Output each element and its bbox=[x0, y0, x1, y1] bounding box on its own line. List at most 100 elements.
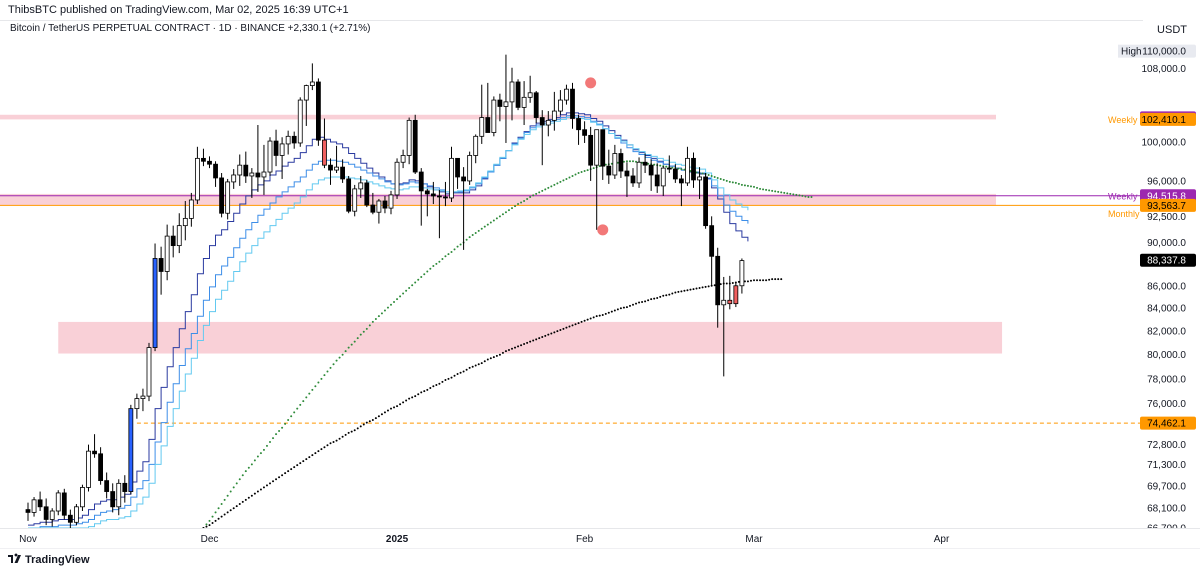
candle[interactable] bbox=[376, 200, 382, 213]
candle[interactable] bbox=[424, 190, 430, 195]
candle[interactable] bbox=[539, 117, 545, 126]
candle[interactable] bbox=[116, 482, 122, 508]
candle[interactable] bbox=[636, 161, 642, 184]
candle[interactable] bbox=[406, 119, 412, 156]
candle[interactable] bbox=[642, 161, 648, 166]
candle[interactable] bbox=[709, 225, 715, 257]
candle[interactable] bbox=[467, 155, 473, 182]
candle[interactable] bbox=[303, 85, 309, 101]
candle[interactable] bbox=[92, 450, 97, 455]
candle[interactable] bbox=[497, 99, 503, 107]
candle[interactable] bbox=[606, 165, 612, 176]
candle[interactable] bbox=[666, 167, 672, 170]
candle[interactable] bbox=[55, 492, 61, 512]
candle[interactable] bbox=[594, 129, 600, 166]
candle[interactable] bbox=[449, 157, 454, 199]
candle[interactable] bbox=[110, 491, 116, 508]
candle[interactable] bbox=[243, 164, 249, 177]
candle[interactable] bbox=[322, 139, 327, 166]
candle[interactable] bbox=[515, 81, 521, 108]
candle[interactable] bbox=[648, 164, 654, 176]
candle[interactable] bbox=[588, 134, 594, 166]
candle[interactable] bbox=[551, 110, 557, 121]
candle[interactable] bbox=[436, 195, 442, 198]
candle[interactable] bbox=[249, 172, 255, 177]
candle[interactable] bbox=[134, 398, 140, 410]
candle[interactable] bbox=[255, 172, 261, 178]
candle[interactable] bbox=[334, 166, 339, 171]
candle[interactable] bbox=[509, 81, 515, 103]
candle[interactable] bbox=[455, 157, 460, 178]
candle[interactable] bbox=[49, 510, 55, 520]
candle[interactable] bbox=[231, 174, 237, 183]
candle[interactable] bbox=[388, 194, 394, 209]
currency-label[interactable]: USDT bbox=[1157, 24, 1187, 36]
candle[interactable] bbox=[570, 88, 575, 119]
candle[interactable] bbox=[558, 99, 563, 112]
candle[interactable] bbox=[128, 408, 134, 492]
candle[interactable] bbox=[400, 155, 406, 163]
candle[interactable] bbox=[739, 260, 745, 287]
candle[interactable] bbox=[273, 140, 279, 156]
candle[interactable] bbox=[491, 99, 497, 133]
price-tag-6[interactable] bbox=[1140, 416, 1196, 430]
candle[interactable] bbox=[394, 161, 400, 196]
candle[interactable] bbox=[703, 176, 708, 227]
candle[interactable] bbox=[691, 157, 696, 181]
candle[interactable] bbox=[727, 299, 733, 305]
candle[interactable] bbox=[267, 140, 273, 173]
candle[interactable] bbox=[194, 157, 200, 201]
candle[interactable] bbox=[503, 101, 509, 107]
candle[interactable] bbox=[370, 204, 376, 213]
candle[interactable] bbox=[67, 514, 73, 523]
price-tag-0[interactable] bbox=[1140, 44, 1196, 58]
candle[interactable] bbox=[364, 182, 370, 206]
candle[interactable] bbox=[152, 258, 158, 348]
ema-dots-4[interactable] bbox=[202, 278, 783, 528]
candle[interactable] bbox=[624, 170, 630, 177]
candle[interactable] bbox=[473, 135, 479, 156]
candle[interactable] bbox=[104, 480, 110, 492]
candle[interactable] bbox=[98, 453, 103, 482]
candle[interactable] bbox=[733, 285, 739, 305]
candle[interactable] bbox=[576, 118, 581, 131]
candle[interactable] bbox=[328, 164, 333, 171]
candle[interactable] bbox=[443, 196, 448, 199]
candle[interactable] bbox=[382, 200, 388, 209]
price-tag-2[interactable] bbox=[1140, 112, 1196, 126]
candle[interactable] bbox=[158, 258, 164, 272]
candle[interactable] bbox=[225, 181, 231, 214]
candle[interactable] bbox=[618, 153, 624, 172]
candle[interactable] bbox=[679, 178, 684, 184]
candle[interactable] bbox=[600, 129, 606, 167]
candle[interactable] bbox=[346, 178, 352, 212]
candle[interactable] bbox=[533, 92, 539, 118]
candle[interactable] bbox=[309, 81, 315, 86]
candle[interactable] bbox=[527, 92, 533, 98]
zone-1[interactable] bbox=[0, 193, 996, 206]
candle[interactable] bbox=[285, 135, 291, 145]
ma-line-1[interactable] bbox=[28, 115, 749, 528]
candle[interactable] bbox=[61, 492, 67, 516]
candle[interactable] bbox=[340, 166, 346, 180]
candle[interactable] bbox=[122, 482, 128, 492]
candle[interactable] bbox=[37, 499, 43, 508]
candle[interactable] bbox=[74, 506, 79, 523]
zone-2[interactable] bbox=[58, 321, 1003, 354]
candle[interactable] bbox=[697, 176, 702, 181]
candle[interactable] bbox=[140, 395, 146, 399]
candle[interactable] bbox=[146, 347, 152, 397]
candle[interactable] bbox=[170, 235, 176, 247]
candle[interactable] bbox=[315, 81, 321, 141]
candle[interactable] bbox=[721, 299, 727, 306]
marker-dot-0[interactable] bbox=[585, 77, 597, 89]
ma-line-2[interactable] bbox=[28, 117, 749, 528]
zone-0[interactable] bbox=[0, 114, 996, 120]
candle[interactable] bbox=[672, 168, 678, 180]
candle[interactable] bbox=[430, 193, 436, 197]
candle[interactable] bbox=[358, 182, 364, 190]
candle[interactable] bbox=[279, 143, 285, 156]
candle[interactable] bbox=[685, 157, 690, 184]
price-chart[interactable]: 108,000.0 100,000.0 96,000.0 92,500.0 90,000… bbox=[0, 20, 1200, 528]
candle[interactable] bbox=[582, 129, 587, 136]
